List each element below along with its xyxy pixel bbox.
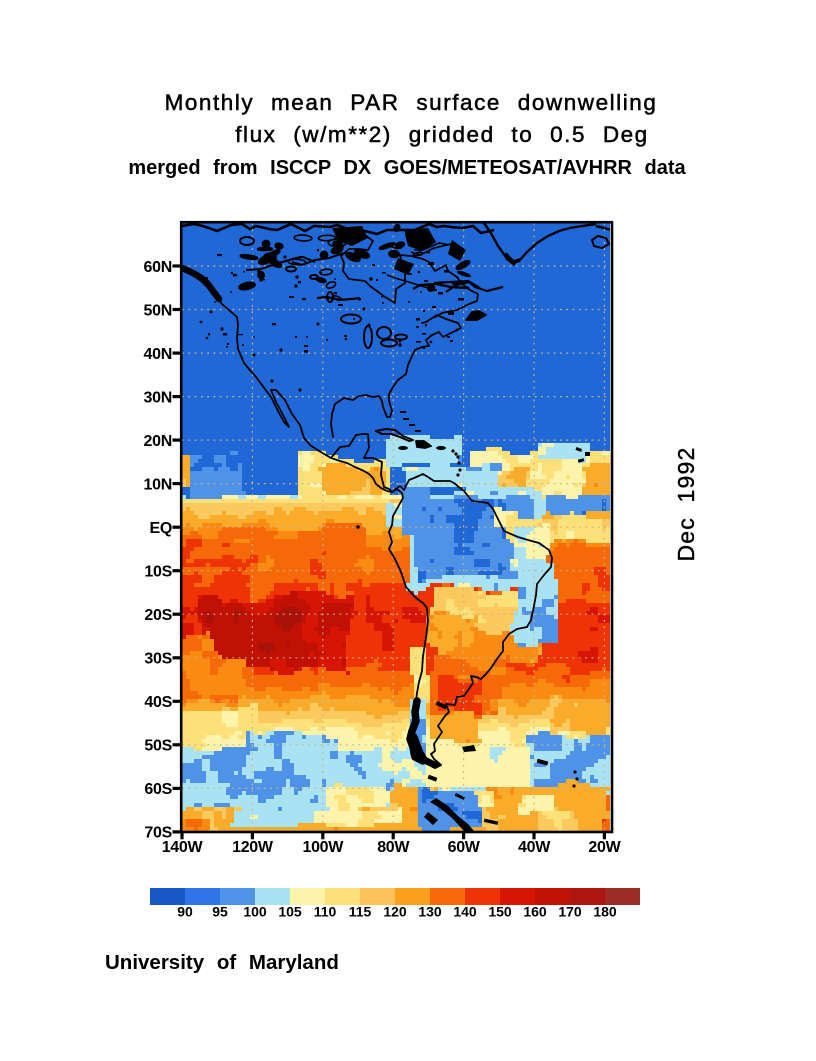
svg-text:90: 90 bbox=[177, 904, 193, 920]
svg-text:115: 115 bbox=[349, 904, 372, 920]
svg-text:40N: 40N bbox=[144, 346, 172, 363]
svg-text:160: 160 bbox=[523, 904, 547, 920]
svg-text:University of Maryland: University of Maryland bbox=[105, 951, 339, 974]
svg-text:Dec 1992: Dec 1992 bbox=[673, 446, 699, 561]
svg-text:140: 140 bbox=[453, 904, 477, 920]
svg-text:merged from ISCCP DX GOES/METE: merged from ISCCP DX GOES/METEOSAT/AVHRR… bbox=[128, 157, 686, 179]
svg-text:60S: 60S bbox=[144, 781, 172, 798]
svg-text:150: 150 bbox=[488, 904, 512, 920]
svg-text:100: 100 bbox=[243, 904, 267, 920]
svg-text:40S: 40S bbox=[144, 694, 172, 711]
svg-text:130: 130 bbox=[418, 904, 442, 920]
svg-text:20S: 20S bbox=[144, 607, 172, 624]
svg-text:50N: 50N bbox=[144, 302, 172, 319]
svg-text:40W: 40W bbox=[518, 839, 551, 856]
svg-text:20N: 20N bbox=[144, 433, 172, 450]
svg-text:80W: 80W bbox=[377, 839, 410, 856]
svg-text:10S: 10S bbox=[144, 564, 172, 581]
svg-text:110: 110 bbox=[314, 904, 337, 920]
svg-text:Monthly mean PAR surface downw: Monthly mean PAR surface downwelling bbox=[165, 90, 658, 115]
svg-text:170: 170 bbox=[558, 904, 582, 920]
svg-text:30S: 30S bbox=[144, 651, 172, 668]
svg-text:60W: 60W bbox=[448, 839, 481, 856]
svg-text:95: 95 bbox=[212, 904, 228, 920]
svg-text:70S: 70S bbox=[144, 825, 172, 842]
svg-text:120: 120 bbox=[383, 904, 407, 920]
svg-text:180: 180 bbox=[593, 904, 617, 920]
svg-text:120W: 120W bbox=[232, 839, 274, 856]
svg-text:100W: 100W bbox=[302, 839, 344, 856]
svg-text:30N: 30N bbox=[144, 389, 172, 406]
svg-text:20W: 20W bbox=[588, 839, 621, 856]
svg-text:10N: 10N bbox=[144, 476, 172, 493]
svg-text:105: 105 bbox=[278, 904, 302, 920]
svg-text:140W: 140W bbox=[162, 839, 204, 856]
svg-text:flux (w/m**2) gridded to 0.5 D: flux (w/m**2) gridded to 0.5 Deg bbox=[235, 122, 649, 147]
svg-text:50S: 50S bbox=[144, 738, 172, 755]
svg-text:EQ: EQ bbox=[149, 520, 172, 537]
svg-text:60N: 60N bbox=[144, 259, 172, 276]
